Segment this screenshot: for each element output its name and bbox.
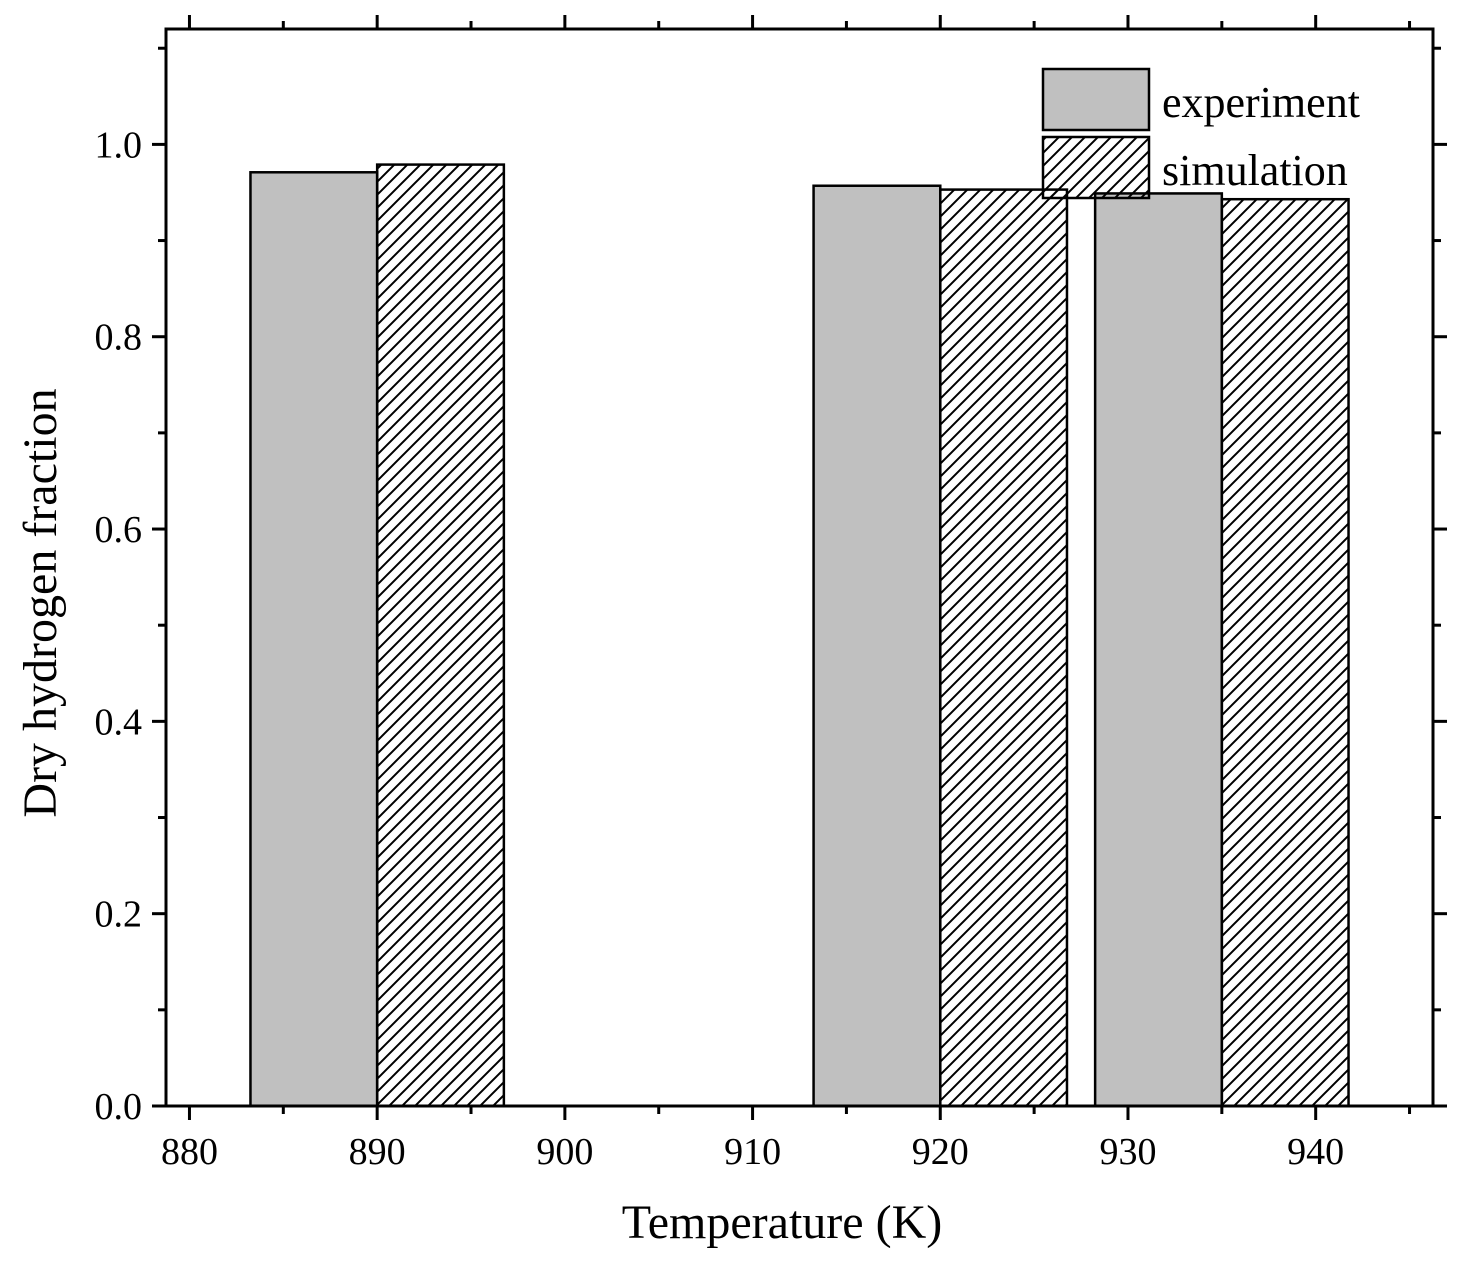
y-axis-title: Dry hydrogen fraction bbox=[14, 388, 67, 817]
x-tick-label: 940 bbox=[1287, 1131, 1344, 1173]
bar-simulation-897 bbox=[375, 163, 506, 1108]
y-tick-label: 0.8 bbox=[95, 317, 143, 359]
legend-swatch-simulation bbox=[1041, 135, 1151, 200]
legend: experiment simulation bbox=[1041, 67, 1360, 200]
bar-experiment-890 bbox=[249, 171, 379, 1108]
y-tick-label: 0.0 bbox=[95, 1086, 143, 1128]
x-tick-label: 920 bbox=[912, 1131, 969, 1173]
plot-frame bbox=[164, 27, 1435, 1108]
bars-layer bbox=[249, 163, 1350, 1108]
bar-simulation-942 bbox=[1220, 197, 1350, 1108]
legend-swatch-experiment bbox=[1041, 67, 1151, 132]
ticks-layer bbox=[152, 15, 1447, 1120]
legend-label-experiment: experiment bbox=[1162, 78, 1360, 127]
bar-simulation-927 bbox=[939, 188, 1069, 1108]
x-tick-label: 880 bbox=[161, 1131, 218, 1173]
x-tick-label: 910 bbox=[724, 1131, 781, 1173]
y-tick-label: 0.2 bbox=[95, 894, 143, 936]
y-tick-label: 1.0 bbox=[95, 124, 143, 166]
x-tick-label: 900 bbox=[536, 1131, 593, 1173]
tick-labels-layer: 880 890 900 910 920 930 940 0.0 0.2 0.4 0.6 0.8 1.0 bbox=[95, 124, 1345, 1173]
y-tick-label: 0.4 bbox=[95, 701, 143, 743]
x-tick-label: 930 bbox=[1099, 1131, 1156, 1173]
x-tick-label: 890 bbox=[349, 1131, 406, 1173]
legend-label-simulation: simulation bbox=[1162, 146, 1348, 195]
y-tick-label: 0.6 bbox=[95, 509, 143, 551]
x-axis-title: Temperature (K) bbox=[622, 1196, 942, 1249]
bar-experiment-920 bbox=[812, 184, 942, 1108]
bar-experiment-935 bbox=[1093, 192, 1224, 1108]
